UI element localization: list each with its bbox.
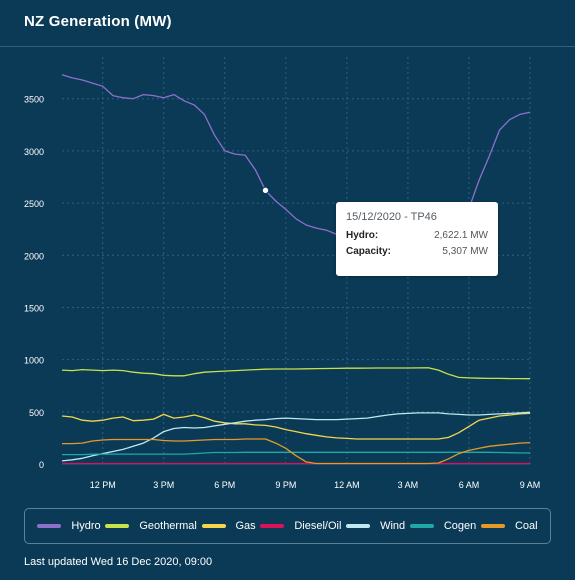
x-tick-label: 12 PM xyxy=(90,480,116,490)
y-tick-label: 3000 xyxy=(24,147,44,157)
legend-swatch xyxy=(37,524,62,528)
tooltip-label: Hydro: xyxy=(346,230,379,241)
legend-label: Gas xyxy=(235,520,256,532)
y-tick-label: 500 xyxy=(29,408,44,418)
legend-label: Coal xyxy=(514,520,538,532)
legend-item-wind[interactable]: Wind xyxy=(346,520,405,532)
tooltip-heading: 15/12/2020 - TP46 xyxy=(346,211,437,223)
tooltip-row-capacity: Capacity: 5,307 MW xyxy=(346,246,488,257)
series-line-gas xyxy=(61,412,531,440)
x-tick-label: 9 PM xyxy=(275,480,296,490)
legend-swatch xyxy=(480,524,505,528)
legend-swatch xyxy=(346,524,371,528)
y-tick-label: 0 xyxy=(39,460,44,470)
legend-item-gas[interactable]: Gas xyxy=(201,520,256,532)
series-line-coal xyxy=(62,438,531,465)
hover-point-marker xyxy=(261,186,270,195)
tooltip-label: Capacity: xyxy=(346,246,392,257)
legend-item-geothermal[interactable]: Geothermal xyxy=(105,520,197,532)
chart-header: NZ Generation (MW) xyxy=(0,0,575,47)
tooltip-row-hydro: Hydro: 2,622.1 MW xyxy=(346,230,488,241)
y-tick-label: 2000 xyxy=(24,251,44,261)
x-tick-label: 12 AM xyxy=(334,480,360,490)
series-line-cogen xyxy=(62,451,531,456)
y-tick-label: 2500 xyxy=(24,199,44,209)
legend-swatch xyxy=(201,524,226,528)
x-tick-label: 3 PM xyxy=(153,480,174,490)
legend-label: Wind xyxy=(380,520,406,532)
series-line-wind xyxy=(61,411,531,462)
legend-label: Diesel/Oil xyxy=(294,520,342,532)
x-tick-label: 9 AM xyxy=(520,480,541,490)
legend-swatch xyxy=(260,524,285,528)
x-tick-label: 6 PM xyxy=(214,480,235,490)
last-updated-text: Last updated Wed 16 Dec 2020, 09:00 xyxy=(24,556,213,568)
legend-item-coal[interactable]: Coal xyxy=(480,520,538,532)
y-tick-label: 1000 xyxy=(24,356,44,366)
legend-swatch xyxy=(105,524,130,528)
y-tick-label: 3500 xyxy=(24,95,44,105)
tooltip-value: 2,622.1 MW xyxy=(434,230,488,241)
legend-label: Geothermal xyxy=(139,520,197,532)
hover-tooltip: 15/12/2020 - TP46 Hydro: 2,622.1 MW Capa… xyxy=(336,202,498,276)
chart-legend: Hydro Geothermal Gas Diesel/Oil Wind Cogen Coa… xyxy=(24,508,551,544)
legend-item-hydro[interactable]: Hydro xyxy=(37,520,101,532)
legend-item-diesel-oil[interactable]: Diesel/Oil xyxy=(260,520,341,532)
generation-line-chart: 0 500 1000 1500 2000 2500 3000 3500 12 PM 3 PM 6 P… xyxy=(24,57,541,490)
legend-label: Cogen xyxy=(443,520,477,532)
x-tick-label: 6 AM xyxy=(459,480,480,490)
x-tick-label: 3 AM xyxy=(398,480,419,490)
legend-swatch xyxy=(409,524,434,528)
chart-title: NZ Generation (MW) xyxy=(24,13,172,30)
tooltip-value: 5,307 MW xyxy=(442,246,488,257)
legend-item-cogen[interactable]: Cogen xyxy=(409,520,477,532)
y-tick-label: 1500 xyxy=(24,303,44,313)
series-line-geothermal xyxy=(61,367,531,380)
legend-label: Hydro xyxy=(71,520,101,532)
